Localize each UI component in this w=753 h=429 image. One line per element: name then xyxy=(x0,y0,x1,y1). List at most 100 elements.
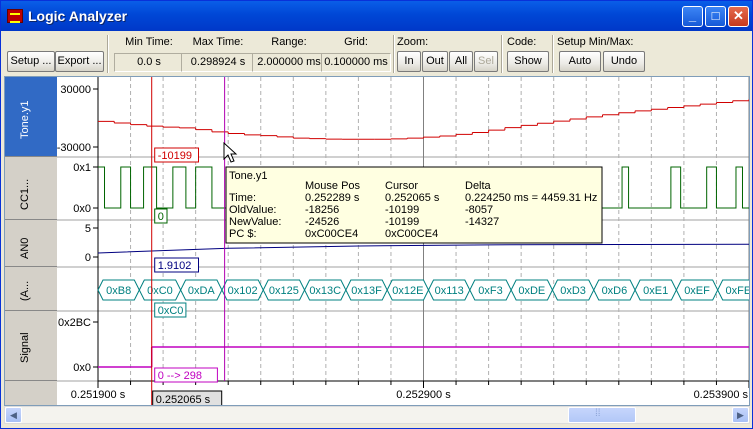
logic-analyzer-app-icon xyxy=(7,9,23,23)
separator xyxy=(501,35,503,73)
setup-button[interactable]: Setup ... xyxy=(7,51,55,72)
value-tick-label: 0x0 xyxy=(73,203,91,215)
time-tick-label: 0.253900 s xyxy=(694,389,749,401)
zoom-all-button[interactable]: All xyxy=(449,51,473,72)
signal-row-an0[interactable]: AN0 xyxy=(5,220,57,267)
separator xyxy=(393,35,395,73)
tooltip-box xyxy=(225,166,603,244)
value-tick-label: 30000 xyxy=(60,84,91,96)
tooltip-mouse-value: 0xC00CE4 xyxy=(305,228,358,240)
tooltip-mouse-value: 0.252289 s xyxy=(305,192,360,204)
mouse-pointer xyxy=(223,141,238,163)
max-time-label: Max Time: xyxy=(192,36,244,48)
code-label: Code: xyxy=(507,36,537,48)
min-time-value: 0.0 s xyxy=(114,53,184,72)
scroll-right-button[interactable]: ▶ xyxy=(732,407,749,423)
time-tick-label: 0.252900 s xyxy=(396,389,451,401)
signal-row-signal[interactable]: Signal xyxy=(5,311,57,381)
tooltip-header: Delta xyxy=(465,180,492,192)
value-tick-label: 5 xyxy=(85,223,91,235)
export-button[interactable]: Export ... xyxy=(55,51,104,72)
value-tick-label: 0x1 xyxy=(73,162,91,174)
tooltip-mouse-value: -18256 xyxy=(305,204,339,216)
axis-labels: 0.251900 s 0.252900 s 0.253900 s 30000 -3000… xyxy=(57,84,749,401)
cursor-time-box xyxy=(152,390,223,405)
tooltip-delta-value: -8057 xyxy=(465,204,493,216)
separator xyxy=(107,35,109,73)
waveform-plot[interactable]: Tone.y1 CC1... AN0 (A... Signal 0.251900… xyxy=(4,76,750,406)
range-label: Range: xyxy=(271,36,307,48)
bus-value-label: 0x13C xyxy=(309,285,341,297)
undo-button[interactable]: Undo xyxy=(603,51,645,72)
cursor-time-value: 0.252065 s xyxy=(156,394,211,406)
tooltip-cursor-value: -10199 xyxy=(385,216,419,228)
value-tooltip: Tone.y1 Mouse Pos Cursor Delta Time: 0.252289… xyxy=(225,166,603,244)
show-code-button[interactable]: Show xyxy=(507,51,549,72)
an0-line xyxy=(97,243,749,254)
scroll-left-button[interactable]: ◀ xyxy=(5,407,22,423)
maximize-button[interactable]: □ xyxy=(705,6,726,27)
bus-value-label: 0xC0 xyxy=(147,285,173,297)
tooltip-row-label: Time: xyxy=(229,192,256,204)
waveform-chart: 0.251900 s 0.252900 s 0.253900 s 30000 -3000… xyxy=(57,77,751,406)
tooltip-delta-value: -14327 xyxy=(465,216,499,228)
cursor-value-tone-box xyxy=(154,147,200,163)
signal-row-cc1[interactable]: CC1... xyxy=(5,157,57,220)
mouse-pointer-icon xyxy=(223,141,238,163)
bus-value-label: 0x102 xyxy=(228,285,258,297)
grid-value: 0.100000 ms xyxy=(321,53,391,72)
minimize-button[interactable]: _ xyxy=(682,6,703,27)
horizontal-scrollbar[interactable]: ◀ ▶ xyxy=(4,406,750,424)
zoom-out-button[interactable]: Out xyxy=(422,51,448,72)
bus-value-label: 0xD6 xyxy=(602,285,628,297)
zoom-sel-button[interactable]: Sel xyxy=(474,51,498,72)
cursor-value-cc1: 0 xyxy=(158,211,164,223)
value-tick-label: 0x2BC xyxy=(58,317,91,329)
close-button[interactable]: ✕ xyxy=(728,6,749,27)
auto-button[interactable]: Auto xyxy=(559,51,601,72)
signal-row-a-bus[interactable]: (A... xyxy=(5,267,57,311)
bus-value-label: 0x12E xyxy=(392,285,423,297)
tone-waveform xyxy=(98,99,749,140)
bus-value-label: 0xD3 xyxy=(560,285,586,297)
cursor-value-signal-box xyxy=(154,367,218,383)
cursor-value-a-bus: 0xC0 xyxy=(158,305,184,317)
toolbar: Setup ... Export ... Min Time: 0.0 s Max… xyxy=(4,32,750,74)
bus-value-label: 0xE1 xyxy=(643,285,668,297)
cursor-value-tone: -10199 xyxy=(158,150,192,162)
time-tick-label: 0.251900 s xyxy=(71,389,126,401)
bus-value-label: 0xB8 xyxy=(106,285,131,297)
cursor-value-cc1-box xyxy=(154,208,168,224)
title-bar[interactable]: Logic Analyzer _ □ ✕ xyxy=(1,1,752,31)
cursor-value-an0: 1.9102 xyxy=(158,260,192,272)
signal-row-tone[interactable]: Tone.y1 xyxy=(5,77,57,157)
bus-value-label: 0xDE xyxy=(518,285,545,297)
tooltip-row-label: NewValue: xyxy=(229,216,281,228)
separator xyxy=(552,35,554,73)
min-time-label: Min Time: xyxy=(125,36,173,48)
grid-label: Grid: xyxy=(344,36,368,48)
time-axis-label-area xyxy=(5,381,57,405)
tooltip-row-label: OldValue: xyxy=(229,204,277,216)
bus-value-label: 0x125 xyxy=(269,285,299,297)
bus-value-label: 0xEF xyxy=(684,285,710,297)
tooltip-header: Cursor xyxy=(385,180,418,192)
scrollbar-thumb[interactable] xyxy=(568,407,636,423)
tooltip-cursor-value: 0xC00CE4 xyxy=(385,228,438,240)
tooltip-mouse-value: -24526 xyxy=(305,216,339,228)
setup-minmax-label: Setup Min/Max: xyxy=(557,36,634,48)
bus-value-label: 0xFE xyxy=(726,285,751,297)
cursor-layer: -10199 0 1.9102 0xC0 0 --> 298 0.252065 s xyxy=(151,77,226,406)
tooltip-title: Tone.y1 xyxy=(229,170,268,182)
bus-segment xyxy=(717,279,749,301)
value-tick-label: -30000 xyxy=(57,142,91,154)
cursor-value-signal: 0 --> 298 xyxy=(158,370,202,382)
window-title: Logic Analyzer xyxy=(28,8,128,24)
zoom-in-button[interactable]: In xyxy=(397,51,421,72)
tooltip-cursor-value: -10199 xyxy=(385,204,419,216)
bus-value-label: 0x13F xyxy=(351,285,382,297)
tooltip-cursor-value: 0.252065 s xyxy=(385,192,440,204)
bus-value-label: 0x113 xyxy=(435,285,464,297)
tooltip-header: Mouse Pos xyxy=(305,180,361,192)
